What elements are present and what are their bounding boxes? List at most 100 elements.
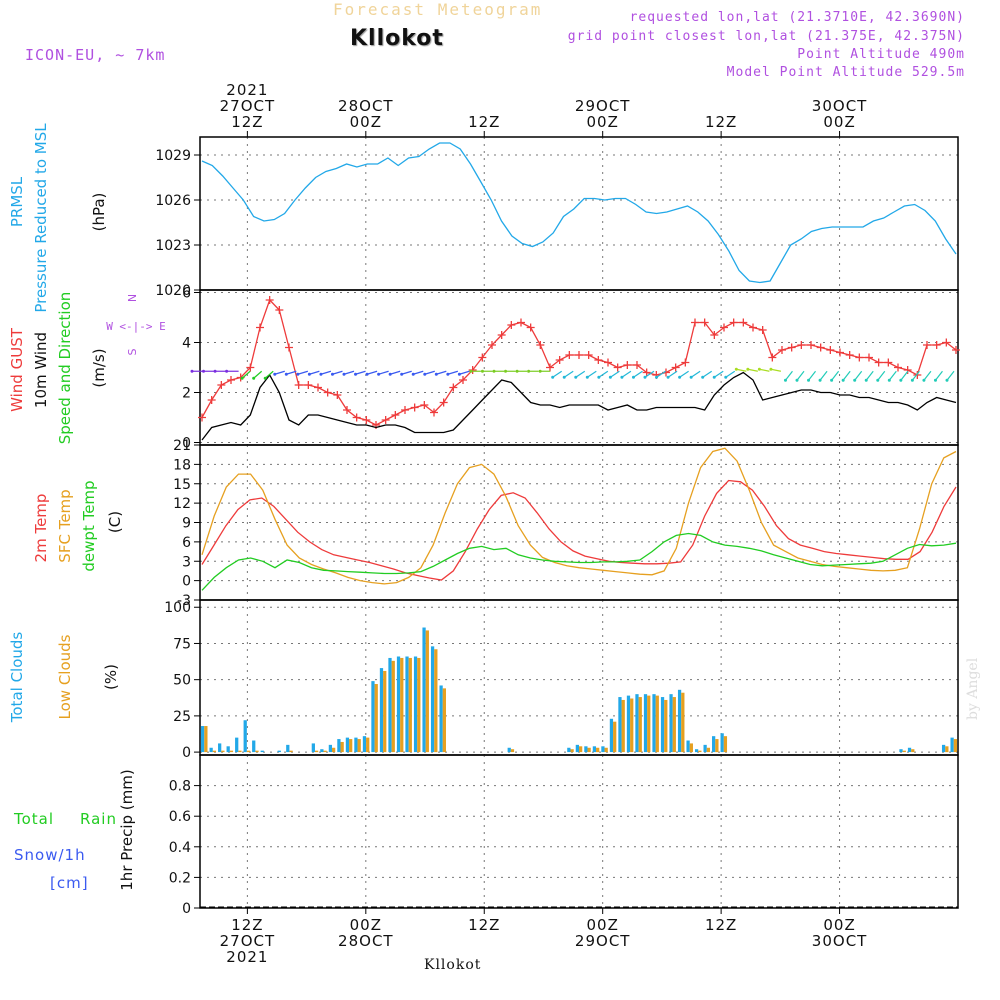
wind-direction-arrow — [284, 370, 297, 376]
ytick-label: 15 — [173, 477, 191, 493]
wind-gust-line-point — [855, 353, 864, 362]
wind-gust-line-point — [604, 358, 612, 367]
low-cloud-bar — [221, 750, 225, 753]
wind-direction-arrow — [296, 370, 309, 376]
arrow-head — [689, 375, 693, 379]
ytick-label: 1023 — [155, 238, 191, 254]
wind-gust-line-point — [391, 411, 400, 419]
wind-gust-line-point — [381, 416, 390, 424]
low-cloud-bar — [357, 739, 361, 753]
total-cloud-bar — [226, 746, 230, 753]
xtick-label-bottom: 30OCT — [812, 932, 868, 950]
total-cloud-bar — [235, 737, 239, 753]
low-cloud-bar — [323, 750, 327, 753]
low-cloud-bar — [706, 747, 711, 753]
wind-gust-line-point — [874, 358, 883, 367]
wind-direction-arrow — [701, 370, 713, 379]
arrow-head — [365, 372, 369, 376]
arrow-shaft — [343, 370, 355, 375]
wind-direction-arrow — [899, 370, 909, 382]
wind-gust-line-point — [739, 318, 748, 327]
wind-gust-line-point — [246, 363, 255, 372]
arrow-head — [492, 369, 496, 373]
low-cloud-bar — [570, 749, 574, 753]
xtick-label-bottom: 12Z — [468, 916, 500, 934]
low-cloud-bar — [408, 657, 412, 753]
low-cloud-bar — [246, 750, 251, 753]
low-cloud-bar — [366, 737, 370, 753]
total-cloud-bar — [660, 697, 665, 753]
arrow-shaft — [831, 370, 840, 381]
wind-gust-line-point — [894, 363, 902, 372]
panel-frame — [199, 136, 959, 291]
wind-gust-line-point — [507, 321, 516, 329]
wind-direction-arrow — [538, 369, 551, 373]
wind-gust-line-point — [952, 346, 960, 354]
arrow-shaft — [900, 370, 909, 381]
wind-direction-arrow — [252, 370, 263, 380]
wind-gust-line-point — [536, 341, 545, 349]
arrow-head — [240, 376, 244, 380]
wind-direction-arrow — [527, 369, 539, 373]
low-cloud-bar — [374, 684, 378, 753]
arrow-shaft — [747, 368, 758, 372]
ytick-label: 0.4 — [169, 840, 191, 856]
wind-gust-line-point — [884, 358, 893, 367]
arrow-head — [273, 372, 277, 376]
total-cloud-bar — [277, 750, 281, 753]
arrow-head — [795, 378, 799, 382]
wind-gust-line-point — [865, 353, 873, 362]
wind-direction-arrow — [655, 370, 666, 379]
ytick-label: 6 — [182, 535, 191, 551]
xtick-label-bottom: 27OCT — [220, 932, 276, 950]
arrow-shaft — [713, 370, 724, 378]
arrow-head — [853, 378, 857, 382]
total-cloud-bar — [575, 744, 579, 753]
wind-gust-line-point — [314, 383, 322, 392]
wind-gust-line-point — [546, 363, 554, 372]
arrow-head — [423, 372, 427, 376]
pressure-label-prmsl: PRMSL — [8, 176, 26, 227]
ytick-label: 12 — [173, 496, 191, 512]
ytick-label: 0 — [182, 574, 191, 590]
compass-south: S — [126, 348, 139, 355]
low-cloud-bar — [681, 692, 685, 753]
wind-gust-line-point — [633, 361, 641, 369]
arrow-head — [769, 367, 773, 371]
wind-direction-arrow — [876, 370, 886, 382]
ytick-label: 21 — [173, 438, 191, 454]
wind-direction-arrow — [643, 370, 655, 379]
arrow-head — [252, 376, 256, 380]
wind-direction-arrow — [213, 369, 228, 373]
arrow-head — [910, 378, 914, 382]
total-cloud-bar — [941, 744, 946, 753]
wind-direction-arrow — [423, 370, 435, 376]
arrow-shaft — [264, 370, 274, 379]
model-point-altitude: Model Point Altitude 529.5m — [726, 65, 965, 80]
arrow-shaft — [297, 370, 309, 375]
wind-direction-arrow — [574, 370, 586, 379]
wind-direction-arrow — [585, 370, 597, 379]
ytick-label: 3 — [182, 554, 191, 570]
total-cloud-bar — [720, 733, 724, 753]
wind-direction-arrow — [190, 369, 204, 373]
wind-direction-arrow — [319, 370, 332, 376]
low-cloud-bar — [212, 750, 217, 753]
low-cloud-bar — [689, 743, 693, 753]
arrow-head — [190, 369, 194, 373]
wind-direction-arrow — [608, 370, 620, 379]
ytick-label: -3 — [177, 593, 191, 609]
total-cloud-bar — [626, 695, 631, 753]
ytick-label: 0 — [182, 436, 191, 452]
total-cloud-bar — [677, 689, 682, 753]
wind-direction-arrow — [678, 370, 689, 379]
xtick-label-bottom: 29OCT — [575, 932, 631, 950]
wind-direction-arrow — [551, 370, 563, 379]
arrow-head — [830, 378, 834, 382]
arrow-shaft — [563, 370, 574, 378]
arrow-head — [608, 375, 612, 379]
low-cloud-bar — [655, 695, 659, 753]
wind-compass: N W <-|-> E S — [106, 294, 166, 356]
arrow-head — [504, 369, 508, 373]
total-cloud-bar — [643, 694, 648, 753]
